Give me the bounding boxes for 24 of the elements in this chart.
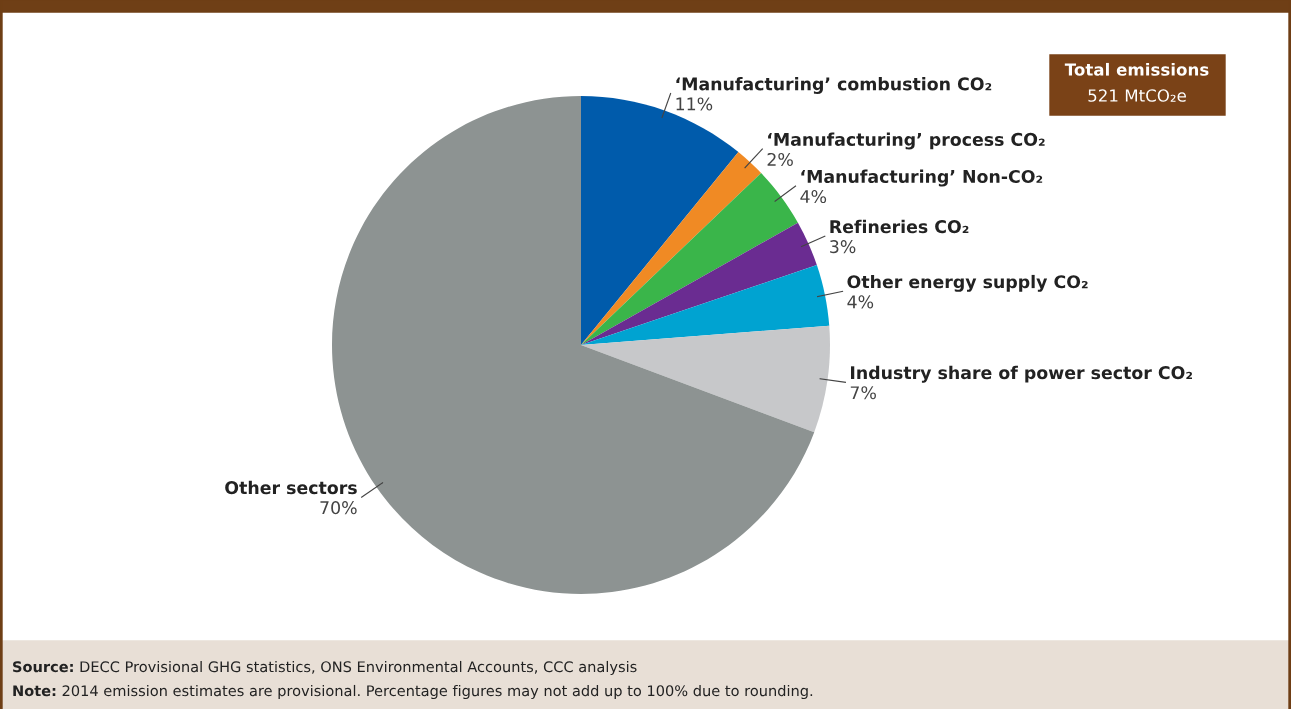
- data-label: 70%: [320, 501, 357, 515]
- slice-label: Other energy supply CO₂: [847, 274, 1088, 292]
- text: Total emissions: [1064, 62, 1209, 76]
- slice-label: ‘Manufacturing’ combustion CO₂: [676, 77, 992, 94]
- data-label: 3%: [830, 240, 856, 254]
- slice-label: Industry share of power sector CO₂: [850, 365, 1192, 383]
- data-label: 4%: [800, 189, 827, 204]
- pie-slice: [581, 152, 762, 345]
- data-label: 4%: [847, 295, 874, 309]
- slice-label: Other sectors: [225, 480, 357, 495]
- data-label: 11%: [676, 97, 713, 111]
- text: 521 MtCO₂e: [1088, 89, 1186, 102]
- text: Note: 2014 emission estimates are provisional. Percentage figures may not add up to 100% due to rounding.: [13, 684, 813, 700]
- pie-slice: [581, 325, 830, 433]
- pie-slice: [581, 265, 830, 345]
- slice-label: ‘Manufacturing’ Non-CO₂: [801, 169, 1043, 187]
- slice-label: ‘Manufacturing’ process CO₂: [768, 132, 1045, 150]
- data-label: 2%: [767, 152, 793, 167]
- pie-slice: [581, 96, 739, 345]
- pie-slice: [581, 173, 798, 345]
- source-note: Source: DECC Provisional GHG statistics, ONS Environmental Accounts, CCC analysis: [13, 660, 637, 676]
- data-label: 7%: [850, 386, 876, 400]
- slice-label: Refineries CO₂: [830, 219, 969, 234]
- pie-slice: [581, 222, 817, 345]
